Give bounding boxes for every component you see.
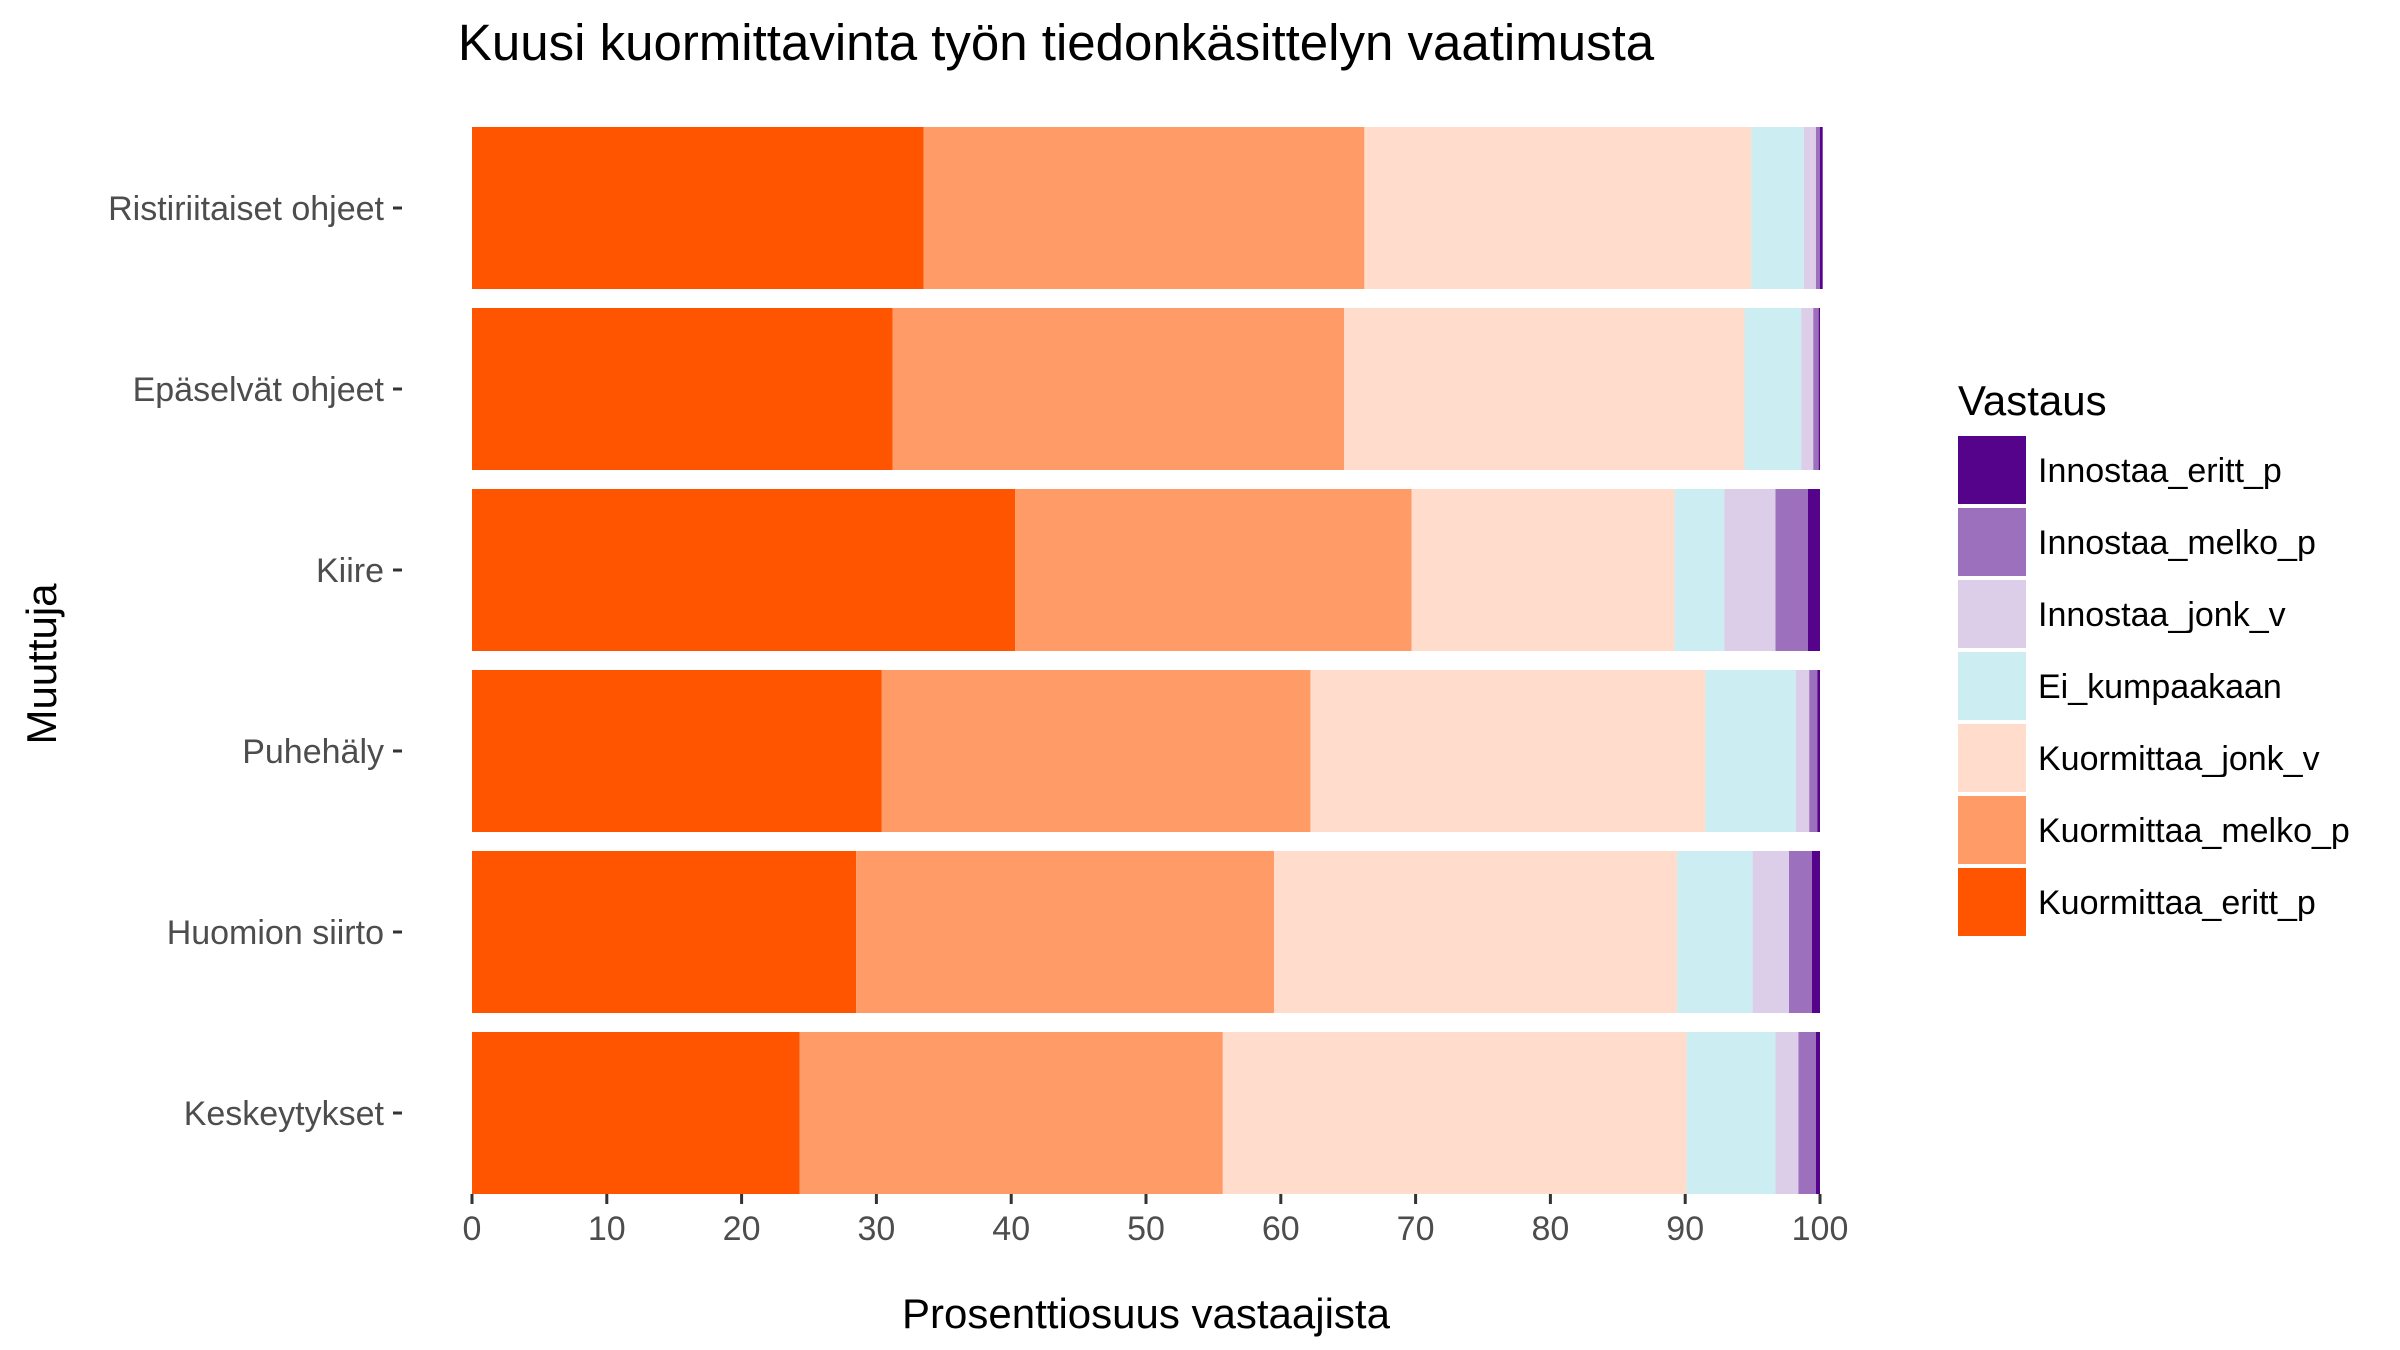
legend-item-innostaa-melko-p: Innostaa_melko_p [1958, 508, 2316, 576]
x-tick-label: 50 [1127, 1210, 1165, 1248]
x-tick-label: 100 [1792, 1210, 1849, 1248]
y-tick-label: Keskeytykset [184, 1095, 385, 1133]
y-tick-label: Epäselvät ohjeet [133, 371, 385, 409]
legend-item-innostaa-jonk-v: Innostaa_jonk_v [1958, 580, 2286, 648]
legend-item-kuormittaa-melko-p: Kuormittaa_melko_p [1958, 796, 2350, 864]
bar-epaselvat-ohjeet-innostaa-jonk-v [1801, 308, 1814, 470]
bar-keskeytykset-kuormittaa-eritt-p [472, 1032, 800, 1194]
bar-kiire-kuormittaa-melko-p [1015, 489, 1412, 651]
x-tick-label: 70 [1397, 1210, 1435, 1248]
bar-huomion-siirto-innostaa-jonk-v [1752, 851, 1789, 1013]
bar-kiire-innostaa-melko-p [1775, 489, 1808, 651]
bar-ristiriitaiset-ohjeet-innostaa-eritt-p [1820, 127, 1823, 289]
bar-epaselvat-ohjeet-ei-kumpaakaan [1744, 308, 1802, 470]
y-tick-label: Puhehäly [242, 733, 384, 771]
bar-epaselvat-ohjeet-kuormittaa-jonk-v [1344, 308, 1745, 470]
bar-puhehaly-innostaa-jonk-v [1795, 670, 1810, 832]
x-axis-title: Prosenttiosuus vastaajista [902, 1290, 1391, 1337]
bar-area [472, 127, 1823, 1194]
bar-puhehaly-kuormittaa-jonk-v [1310, 670, 1706, 832]
legend-label: Innostaa_eritt_p [2038, 452, 2282, 490]
bar-epaselvat-ohjeet-kuormittaa-melko-p [892, 308, 1345, 470]
bar-huomion-siirto-innostaa-eritt-p [1811, 851, 1820, 1013]
bar-huomion-siirto-innostaa-melko-p [1788, 851, 1812, 1013]
legend-label: Innostaa_melko_p [2038, 524, 2316, 562]
legend-label: Innostaa_jonk_v [2038, 596, 2286, 634]
bar-keskeytykset-ei-kumpaakaan [1686, 1032, 1776, 1194]
bar-epaselvat-ohjeet-kuormittaa-eritt-p [472, 308, 893, 470]
legend-swatch [1958, 796, 2026, 864]
bar-ristiriitaiset-ohjeet-kuormittaa-jonk-v [1364, 127, 1752, 289]
legend-label: Ei_kumpaakaan [2038, 668, 2282, 706]
bar-kiire-kuormittaa-jonk-v [1411, 489, 1675, 651]
bar-puhehaly-kuormittaa-eritt-p [472, 670, 882, 832]
bar-keskeytykset-innostaa-jonk-v [1775, 1032, 1799, 1194]
bar-keskeytykset-kuormittaa-melko-p [799, 1032, 1223, 1194]
bar-kiire-innostaa-jonk-v [1724, 489, 1776, 651]
bar-ristiriitaiset-ohjeet-innostaa-melko-p [1815, 127, 1820, 289]
legend-swatch [1958, 724, 2026, 792]
bar-kiire-innostaa-eritt-p [1807, 489, 1820, 651]
bar-huomion-siirto-kuormittaa-jonk-v [1274, 851, 1678, 1013]
bar-ristiriitaiset-ohjeet-innostaa-jonk-v [1803, 127, 1816, 289]
bar-epaselvat-ohjeet-innostaa-melko-p [1813, 308, 1819, 470]
chart-title: Kuusi kuormittavinta työn tiedonkäsittel… [458, 14, 1655, 71]
legend-item-ei-kumpaakaan: Ei_kumpaakaan [1958, 652, 2282, 720]
bar-kiire-ei-kumpaakaan [1674, 489, 1725, 651]
legend-label: Kuormittaa_eritt_p [2038, 884, 2316, 922]
bar-ristiriitaiset-ohjeet-kuormittaa-melko-p [923, 127, 1365, 289]
legend-swatch [1958, 580, 2026, 648]
y-tick-label: Ristiriitaiset ohjeet [108, 190, 384, 228]
bar-puhehaly-kuormittaa-melko-p [881, 670, 1311, 832]
legend-swatch [1958, 436, 2026, 504]
bar-ristiriitaiset-ohjeet-ei-kumpaakaan [1751, 127, 1804, 289]
legend-title: Vastaus [1958, 377, 2107, 424]
bar-huomion-siirto-ei-kumpaakaan [1677, 851, 1753, 1013]
bar-keskeytykset-innostaa-eritt-p [1815, 1032, 1820, 1194]
legend-swatch [1958, 652, 2026, 720]
bar-puhehaly-innostaa-melko-p [1809, 670, 1818, 832]
x-tick-label: 90 [1666, 1210, 1704, 1248]
x-tick-label: 60 [1262, 1210, 1300, 1248]
x-tick-label: 0 [463, 1210, 482, 1248]
legend-swatch [1958, 868, 2026, 936]
legend: Vastaus Innostaa_eritt_p Innostaa_melko_p… [1958, 377, 2350, 936]
x-axis: 0 10 20 30 40 50 60 70 80 90 100 [463, 1194, 1849, 1248]
legend-item-kuormittaa-jonk-v: Kuormittaa_jonk_v [1958, 724, 2320, 792]
y-axis: Ristiriitaiset ohjeet Epäselvät ohjeet Kii… [108, 190, 402, 1133]
x-tick-label: 20 [723, 1210, 761, 1248]
bar-keskeytykset-kuormittaa-jonk-v [1222, 1032, 1687, 1194]
bar-huomion-siirto-kuormittaa-eritt-p [472, 851, 857, 1013]
bar-kiire-kuormittaa-eritt-p [472, 489, 1016, 651]
x-tick-label: 30 [857, 1210, 895, 1248]
x-tick-label: 10 [588, 1210, 626, 1248]
x-tick-label: 80 [1531, 1210, 1569, 1248]
legend-item-kuormittaa-eritt-p: Kuormittaa_eritt_p [1958, 868, 2316, 936]
y-tick-label: Huomion siirto [167, 914, 384, 952]
legend-label: Kuormittaa_jonk_v [2038, 740, 2320, 778]
y-axis-title: Muuttuja [18, 583, 65, 745]
legend-item-innostaa-eritt-p: Innostaa_eritt_p [1958, 436, 2282, 504]
legend-label: Kuormittaa_melko_p [2038, 812, 2350, 850]
bar-puhehaly-ei-kumpaakaan [1705, 670, 1796, 832]
bar-keskeytykset-innostaa-melko-p [1798, 1032, 1816, 1194]
bar-epaselvat-ohjeet-innostaa-eritt-p [1818, 308, 1820, 470]
bar-huomion-siirto-kuormittaa-melko-p [856, 851, 1275, 1013]
x-tick-label: 40 [992, 1210, 1030, 1248]
bar-puhehaly-innostaa-eritt-p [1817, 670, 1820, 832]
bar-ristiriitaiset-ohjeet-kuormittaa-eritt-p [472, 127, 924, 289]
legend-swatch [1958, 508, 2026, 576]
y-tick-label: Kiire [316, 552, 384, 590]
